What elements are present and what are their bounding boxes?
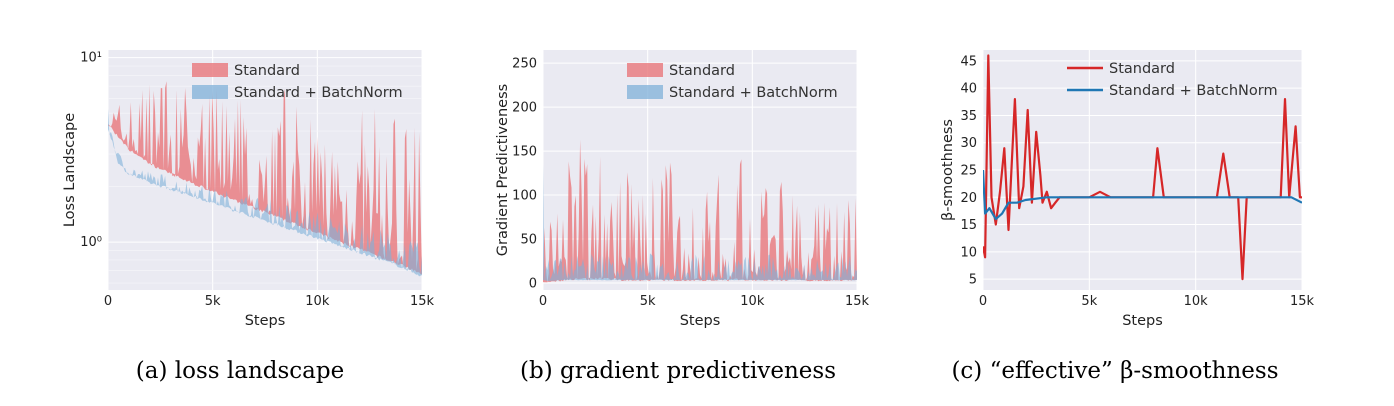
legend-swatch — [192, 85, 228, 99]
x-tick-label: 10k — [740, 294, 765, 309]
y-tick-label: 10¹ — [80, 51, 102, 66]
x-tick-label: 5k — [205, 294, 221, 309]
series-line-batchnorm — [983, 169, 1302, 221]
y-tick-label: 30 — [960, 136, 977, 151]
y-tick-label: 40 — [960, 82, 977, 97]
y-tick-label: 100 — [512, 189, 537, 204]
chart-panel-3: 0 5k 10k 15k 5 10 15 20 25 30 35 40 45 Steps β-smoothn… — [940, 50, 1315, 384]
y-tick-label: 10⁰ — [80, 235, 102, 250]
y-tick-label: 10 — [960, 245, 977, 260]
figure-caption: (a) loss landscape — [136, 358, 344, 384]
legend: Standard Standard + BatchNorm — [1067, 61, 1278, 99]
legend-entry: Standard — [669, 63, 735, 79]
legend-entry: Standard — [234, 63, 300, 79]
x-tick-label: 5k — [1081, 294, 1097, 309]
legend-swatch — [627, 85, 663, 99]
y-tick-label: 250 — [512, 57, 537, 72]
x-tick-label: 10k — [305, 294, 330, 309]
legend-swatch — [627, 63, 663, 77]
x-tick-label: 15k — [845, 294, 870, 309]
legend-entry: Standard — [1109, 61, 1175, 77]
y-tick-label: 150 — [512, 145, 537, 160]
y-axis-label: Gradient Predictiveness — [495, 84, 511, 256]
y-tick-label: 0 — [529, 276, 537, 291]
y-tick-label: 20 — [960, 191, 977, 206]
y-tick-label: 25 — [960, 164, 977, 179]
x-tick-label: 0 — [539, 294, 547, 309]
chart-panel-1: 0 5k 10k 15k 10⁰ 10¹ Steps Loss Landscape Standa… — [62, 50, 435, 384]
y-tick-label: 5 — [969, 273, 977, 288]
data-layer — [983, 54, 1302, 281]
legend: Standard Standard + BatchNorm — [192, 63, 403, 101]
legend-swatch — [192, 63, 228, 77]
y-tick-label: 45 — [960, 54, 977, 69]
legend-entry: Standard + BatchNorm — [669, 85, 838, 101]
x-tick-label: 5k — [640, 294, 656, 309]
data-layer — [543, 139, 857, 283]
y-tick-label: 50 — [520, 233, 537, 248]
y-tick-label: 35 — [960, 109, 977, 124]
data-layer — [108, 81, 422, 277]
x-axis-label: Steps — [680, 313, 721, 329]
series-band-standard — [108, 81, 422, 275]
x-axis-label: Steps — [245, 313, 286, 329]
x-tick-label: 15k — [410, 294, 435, 309]
series-band-batchnorm — [543, 163, 857, 282]
series-band-batchnorm — [108, 108, 422, 277]
chart-panel-2: 0 5k 10k 15k 0 50 100 150 200 250 Steps Gradient Pr… — [495, 50, 870, 384]
legend: Standard Standard + BatchNorm — [627, 63, 838, 101]
x-tick-label: 10k — [1184, 294, 1209, 309]
y-tick-label: 15 — [960, 218, 977, 233]
legend-entry: Standard + BatchNorm — [1109, 83, 1278, 99]
x-tick-label: 15k — [1290, 294, 1315, 309]
figure-caption: (c) “effective” β-smoothness — [951, 358, 1278, 384]
y-axis-label: Loss Landscape — [62, 113, 78, 227]
y-axis-label: β-smoothness — [940, 119, 956, 221]
x-axis-label: Steps — [1122, 313, 1163, 329]
figure-caption: (b) gradient predictiveness — [520, 358, 836, 384]
y-tick-label: 200 — [512, 101, 537, 116]
x-tick-label: 0 — [104, 294, 112, 309]
legend-entry: Standard + BatchNorm — [234, 85, 403, 101]
x-tick-label: 0 — [979, 294, 987, 309]
